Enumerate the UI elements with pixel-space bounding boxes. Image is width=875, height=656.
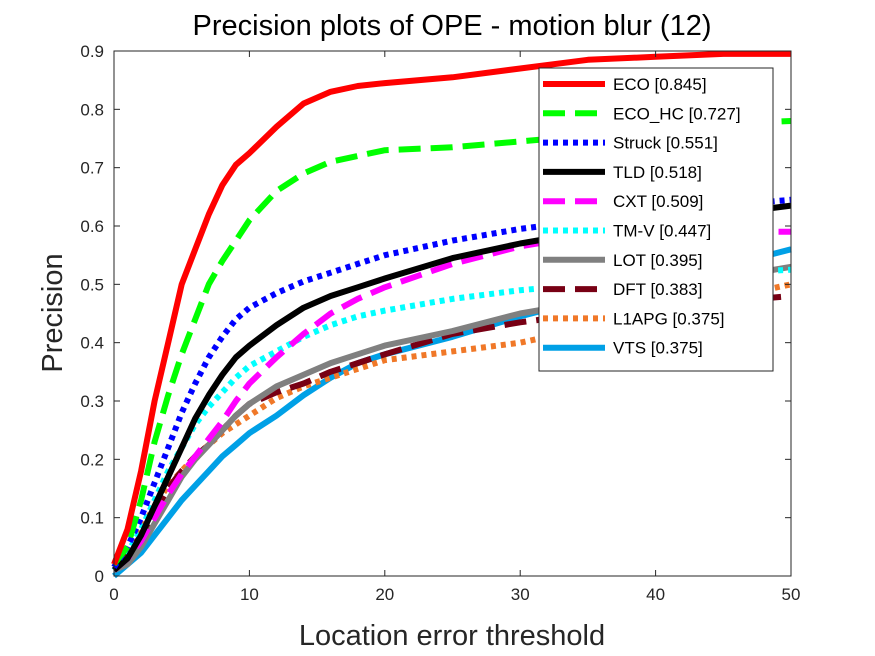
legend-entry-label: DFT [0.383]: [613, 280, 702, 299]
y-axis-label: Precision: [37, 253, 69, 372]
legend-entry-label: Struck [0.551]: [613, 134, 718, 153]
x-tick-label: 50: [782, 585, 801, 604]
y-tick-label: 0.5: [80, 275, 104, 294]
y-tick-label: 0.2: [80, 450, 104, 469]
legend-entry-label: ECO_HC [0.727]: [613, 104, 741, 123]
series-line-cxt: [112, 228, 791, 573]
legend: ECO [0.845] ECO_HC [0.727] Struck [0.551] T…: [538, 67, 774, 372]
x-tick-label: 10: [240, 585, 259, 604]
series-line-eco: [111, 50, 791, 566]
legend-entry-label: LOT [0.395]: [613, 251, 702, 270]
y-tick-label: 0.9: [80, 42, 104, 61]
legend-entry-label: TLD [0.518]: [613, 163, 702, 182]
y-tick-label: 0.3: [80, 392, 104, 411]
x-tick-label: 20: [375, 585, 394, 604]
x-axis-ticks: 0 10 20 30 40 50: [109, 51, 800, 604]
series-line-tm-v: [111, 266, 792, 573]
y-tick-label: 0.4: [80, 334, 104, 353]
legend-entry-label: L1APG [0.375]: [613, 309, 725, 328]
chart-title: Precision plots of OPE - motion blur (12…: [193, 10, 712, 42]
y-tick-label: 0.6: [80, 217, 104, 236]
legend-entry-label: VTS [0.375]: [613, 339, 703, 358]
x-tick-label: 30: [511, 585, 530, 604]
y-tick-label: 0.8: [80, 100, 104, 119]
x-axis-label: Location error threshold: [299, 620, 605, 652]
x-tick-label: 40: [646, 585, 665, 604]
y-tick-label: 0: [95, 567, 104, 586]
axes-box: [113, 50, 792, 577]
y-tick-label: 0.1: [80, 509, 104, 528]
series-line-eco-hc: [111, 118, 792, 567]
legend-entry-label: CXT [0.509]: [613, 192, 703, 211]
y-axis-ticks: 0 0.1 0.2 0.3 0.4 0.5 0.6 0.7 0.8 0.9: [80, 42, 791, 586]
legend-entry-label: ECO [0.845]: [613, 75, 707, 94]
legend-entry-label: TM-V [0.447]: [613, 222, 711, 241]
y-tick-label: 0.7: [80, 159, 104, 178]
x-tick-label: 0: [109, 585, 118, 604]
